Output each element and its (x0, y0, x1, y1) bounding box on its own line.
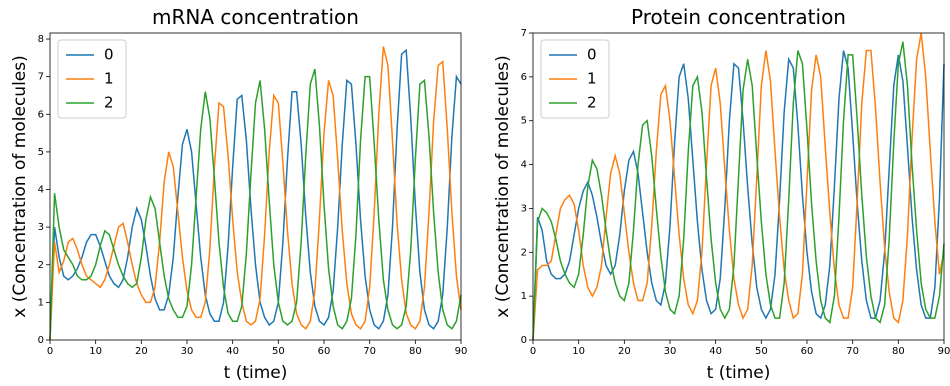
x-tick-label: 30 (181, 346, 194, 357)
x-tick-label: 40 (709, 346, 722, 357)
y-axis-label: x (Concentration of molecules) (493, 55, 513, 318)
x-axis-label: t (time) (224, 363, 288, 383)
x-tick-label: 70 (846, 346, 859, 357)
series-line (49, 48, 462, 341)
x-axis-label: t (time) (707, 363, 771, 383)
y-tick-label: 7 (38, 72, 44, 83)
x-tick-label: 90 (455, 346, 468, 357)
y-tick-label: 4 (38, 185, 44, 196)
x-tick-label: 30 (664, 346, 677, 357)
y-tick-label: 6 (521, 72, 527, 83)
y-tick-label: 3 (521, 203, 527, 214)
x-tick-label: 80 (892, 346, 905, 357)
y-tick-label: 5 (521, 116, 527, 127)
x-tick-label: 10 (89, 346, 102, 357)
x-tick-label: 0 (47, 346, 53, 357)
x-tick-label: 10 (572, 346, 585, 357)
y-axis-label: x (Concentration of molecules) (10, 55, 30, 318)
legend-label: 1 (587, 70, 597, 88)
legend-label: 1 (104, 70, 114, 88)
y-tick-label: 7 (521, 28, 527, 39)
x-tick-label: 40 (226, 346, 239, 357)
y-tick-label: 2 (38, 260, 44, 271)
series-line (49, 46, 462, 341)
legend: 0 1 2 (540, 39, 610, 119)
x-tick-label: 20 (618, 346, 631, 357)
legend-label: 0 (104, 46, 114, 64)
x-tick-label: 60 (801, 346, 814, 357)
legend-label: 2 (104, 94, 114, 112)
x-tick-label: 60 (318, 346, 331, 357)
x-tick-label: 80 (409, 346, 422, 357)
y-tick-label: 5 (38, 147, 44, 158)
series-line (532, 32, 945, 341)
y-tick-label: 1 (521, 291, 527, 302)
y-tick-label: 1 (38, 297, 44, 308)
legend: 0 1 2 (57, 39, 127, 119)
y-tick-label: 8 (38, 34, 44, 45)
x-tick-label: 50 (755, 346, 768, 357)
y-tick-label: 3 (38, 222, 44, 233)
series-line (532, 41, 945, 341)
plot-frame (49, 32, 462, 341)
y-tick-label: 0 (521, 335, 527, 346)
chart-title: mRNA concentration (152, 5, 359, 29)
y-tick-label: 0 (38, 335, 44, 346)
y-tick-label: 2 (521, 247, 527, 258)
chart-title: Protein concentration (631, 5, 846, 29)
x-tick-label: 90 (938, 346, 950, 357)
x-tick-label: 0 (530, 346, 536, 357)
x-tick-label: 20 (135, 346, 148, 357)
x-tick-label: 70 (363, 346, 376, 357)
y-tick-label: 4 (521, 160, 527, 171)
plot-frame (532, 32, 945, 341)
series-line (49, 68, 462, 341)
legend-label: 0 (587, 46, 597, 64)
x-tick-label: 50 (272, 346, 285, 357)
subplot: Protein concentration t (time) x (Concentr… (493, 5, 950, 383)
legend-label: 2 (587, 94, 597, 112)
subplot: mRNA concentration t (time) x (Concentrati… (10, 5, 467, 383)
y-tick-label: 6 (38, 109, 44, 120)
